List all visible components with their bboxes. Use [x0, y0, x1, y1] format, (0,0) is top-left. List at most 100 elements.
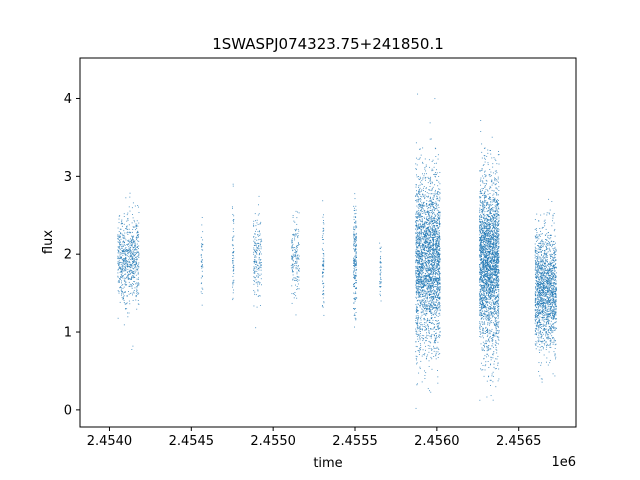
data-point — [418, 279, 420, 281]
data-point — [437, 231, 439, 233]
data-point — [483, 209, 485, 211]
data-point — [432, 220, 434, 222]
data-point — [258, 243, 259, 244]
data-point — [260, 269, 262, 271]
data-point — [428, 178, 430, 180]
data-point — [423, 224, 425, 225]
data-point — [436, 218, 438, 220]
data-point — [232, 258, 233, 259]
data-point — [416, 236, 418, 237]
data-point — [436, 267, 438, 269]
data-point — [292, 256, 294, 258]
data-point — [435, 309, 437, 311]
data-point — [419, 214, 421, 215]
data-point — [415, 260, 417, 261]
data-point — [428, 237, 430, 239]
data-point — [417, 247, 419, 249]
data-point — [436, 310, 438, 312]
data-point — [438, 232, 440, 233]
data-point — [484, 331, 486, 333]
data-point — [429, 204, 431, 206]
data-point — [430, 249, 431, 251]
data-point — [422, 306, 424, 308]
data-point — [129, 266, 131, 268]
data-point — [256, 239, 258, 241]
data-point — [429, 214, 431, 216]
data-point — [419, 254, 421, 256]
data-point — [422, 264, 424, 266]
data-point — [424, 295, 426, 297]
data-point — [428, 309, 430, 311]
data-point — [433, 289, 434, 291]
data-point — [354, 238, 356, 240]
data-point — [296, 286, 298, 287]
data-point — [430, 256, 432, 258]
data-point — [253, 225, 255, 226]
data-point — [435, 240, 437, 242]
data-point — [432, 323, 434, 325]
data-point — [353, 262, 355, 264]
data-point — [428, 231, 430, 233]
data-point — [420, 322, 422, 323]
data-point — [497, 176, 499, 178]
data-point — [130, 238, 131, 240]
data-point — [260, 248, 262, 250]
data-point — [435, 250, 437, 252]
data-point — [118, 218, 120, 220]
data-point — [438, 250, 440, 251]
data-point — [427, 241, 428, 243]
data-point — [422, 275, 424, 277]
data-point — [292, 253, 294, 255]
data-point — [426, 253, 428, 255]
data-point — [436, 272, 438, 274]
data-point — [254, 264, 256, 265]
data-point — [425, 204, 427, 206]
data-point — [126, 265, 128, 267]
data-point — [136, 235, 138, 237]
data-point — [353, 241, 355, 243]
data-point — [493, 207, 495, 209]
data-point — [121, 256, 123, 258]
data-point — [482, 260, 484, 262]
data-point — [293, 234, 294, 236]
data-point — [260, 240, 262, 242]
data-point — [254, 244, 256, 246]
data-point — [233, 279, 235, 281]
data-point — [121, 269, 123, 271]
data-point — [423, 236, 425, 238]
data-point — [201, 275, 203, 277]
data-point — [432, 235, 433, 237]
data-point — [356, 237, 357, 239]
data-point — [434, 268, 436, 270]
data-point — [416, 193, 418, 195]
data-point — [482, 276, 484, 278]
data-point — [123, 324, 125, 326]
data-point — [433, 237, 435, 238]
data-point — [125, 250, 127, 252]
data-point — [493, 304, 495, 306]
data-point — [436, 251, 438, 253]
data-point — [380, 286, 382, 288]
data-point — [257, 247, 259, 249]
data-point — [495, 311, 497, 313]
data-point — [415, 222, 417, 224]
data-point — [420, 204, 421, 206]
data-point — [417, 273, 419, 275]
data-point — [433, 196, 435, 198]
data-point — [415, 213, 417, 215]
data-point — [429, 309, 431, 311]
data-point — [420, 266, 422, 267]
data-point — [429, 200, 431, 201]
data-point — [420, 289, 421, 291]
data-point — [297, 235, 299, 237]
data-point — [417, 253, 419, 255]
data-point — [432, 229, 433, 231]
data-point — [130, 241, 132, 243]
data-point — [422, 288, 424, 290]
data-point — [420, 279, 421, 281]
data-point — [416, 326, 418, 328]
data-point — [294, 234, 296, 236]
data-point — [422, 203, 424, 204]
data-point — [488, 233, 490, 235]
